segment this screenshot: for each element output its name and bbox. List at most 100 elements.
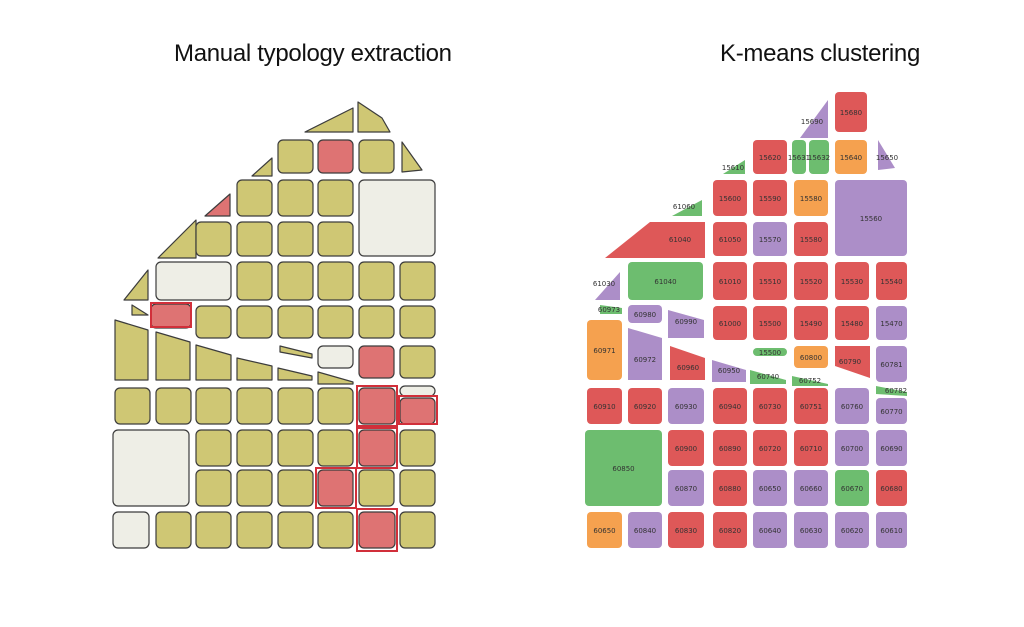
block-id-label: 60790: [839, 358, 861, 366]
title-manual-typology: Manual typology extraction: [174, 40, 452, 67]
city-block: [155, 511, 192, 549]
manual-typology-map: [112, 101, 438, 552]
city-block: [195, 305, 232, 339]
city-block: [317, 179, 354, 217]
cluster-block: 60990: [668, 310, 704, 338]
cluster-block: 60950: [712, 360, 746, 382]
city-block: [155, 331, 191, 381]
cluster-block: 60781: [876, 346, 907, 382]
block-id-label: 15640: [840, 154, 862, 162]
block-id-label: 15470: [880, 320, 902, 328]
block-id-label: 60990: [675, 318, 697, 326]
open-space-block: [317, 345, 354, 369]
city-block: [317, 139, 354, 174]
block-id-label: 15580: [800, 236, 822, 244]
city-block: [399, 511, 436, 549]
city-block: [317, 221, 354, 257]
block-id-label: 15590: [759, 195, 781, 203]
cluster-block: 15590: [753, 180, 787, 216]
cluster-block: 61000: [713, 306, 747, 340]
block-id-label: 60870: [675, 485, 697, 493]
block-id-label: 15540: [880, 278, 902, 286]
block-id-label: 15600: [719, 195, 741, 203]
city-block: [131, 304, 149, 316]
cluster-block: 61010: [713, 262, 747, 300]
city-block: [277, 429, 314, 467]
city-block: [236, 221, 273, 257]
block-id-label: 60972: [634, 356, 656, 364]
selection-outline: [356, 508, 398, 552]
block-id-label: 61060: [673, 203, 695, 211]
open-space-block: [155, 261, 232, 301]
block-id-label: 60660: [800, 485, 822, 493]
city-block: [399, 429, 436, 467]
cluster-block: 60650: [587, 512, 622, 548]
city-block: [195, 429, 232, 467]
city-block: [195, 469, 232, 507]
cluster-block: 15540: [876, 262, 907, 300]
cluster-block: 60751: [794, 388, 828, 424]
cluster-block: 60650: [753, 470, 787, 506]
open-space-block: [399, 385, 436, 397]
cluster-block: 60670: [835, 470, 869, 506]
block-id-label: 15690: [801, 118, 823, 126]
block-id-label: 60973: [598, 306, 620, 314]
cluster-block: 15580: [794, 222, 828, 256]
city-block: [277, 305, 314, 339]
block-id-label: 60940: [719, 403, 741, 411]
cluster-block: 60870: [668, 470, 704, 506]
block-id-label: 60700: [841, 445, 863, 453]
cluster-block: 60960: [670, 346, 705, 380]
cluster-block: 60972: [628, 328, 662, 380]
block-id-label: 15520: [800, 278, 822, 286]
title-kmeans-clustering: K-means clustering: [720, 40, 921, 67]
block-id-label: 60950: [718, 367, 740, 375]
city-block: [317, 305, 354, 339]
selection-outline: [356, 385, 398, 427]
cluster-block: 15480: [835, 306, 869, 340]
cluster-block: 15500: [753, 306, 787, 340]
city-block: [401, 141, 423, 173]
cluster-block: 60910: [587, 388, 622, 424]
cluster-block: 15470: [876, 306, 907, 340]
city-block: [317, 261, 354, 301]
cluster-block: 15680: [835, 92, 867, 132]
cluster-block: 60690: [876, 430, 907, 466]
cluster-block: 15580: [794, 180, 828, 216]
cluster-block: 60820: [713, 512, 747, 548]
open-space-block: [112, 429, 190, 507]
city-block: [277, 469, 314, 507]
cluster-block: 60770: [876, 398, 907, 424]
city-block: [277, 179, 314, 217]
city-block: [399, 305, 436, 339]
block-id-label: 15480: [841, 320, 863, 328]
city-block: [277, 511, 314, 549]
cluster-block: 60830: [668, 512, 704, 548]
city-block: [317, 469, 354, 507]
block-id-label: 61000: [719, 320, 741, 328]
cluster-block: 15640: [835, 140, 867, 174]
cluster-block: 60880: [713, 470, 747, 506]
cluster-block: 61030: [593, 272, 620, 300]
selection-outline: [315, 467, 357, 509]
cluster-block: 15690: [800, 100, 828, 138]
city-block: [195, 221, 232, 257]
cluster-block: 60640: [753, 512, 787, 548]
city-block: [277, 367, 313, 381]
block-id-label: 60710: [800, 445, 822, 453]
city-block: [358, 511, 396, 549]
block-id-label: 60880: [719, 485, 741, 493]
block-id-label: 15560: [860, 215, 882, 223]
block-id-label: 60782: [885, 387, 907, 395]
block-id-label: 15610: [722, 164, 744, 172]
city-block: [279, 345, 313, 359]
city-block: [277, 387, 314, 425]
block-id-label: 60620: [841, 527, 863, 535]
block-id-label: 60640: [759, 527, 781, 535]
city-block: [150, 303, 192, 329]
cluster-block: 15620: [753, 140, 787, 174]
block-id-label: 61040: [669, 236, 691, 244]
city-block: [236, 511, 273, 549]
city-block: [236, 179, 273, 217]
